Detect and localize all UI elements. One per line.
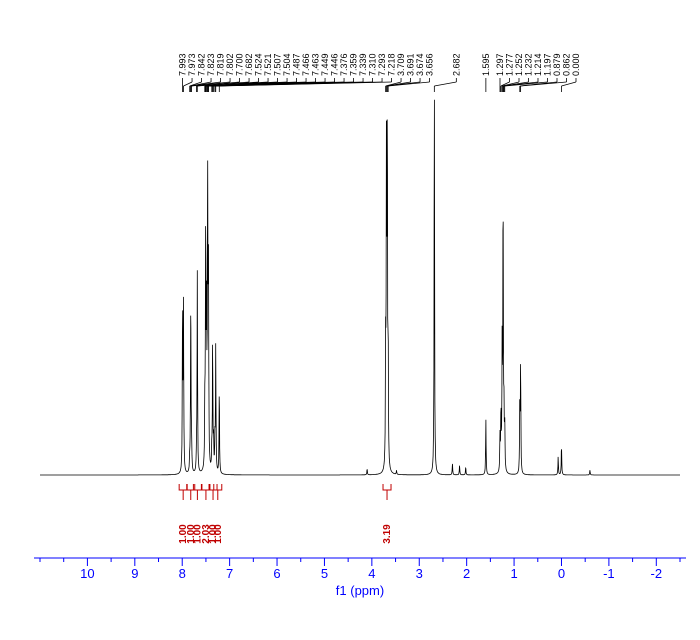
peak-label: 7.487 xyxy=(292,53,302,76)
nmr-spectrum-chart: 7.9937.9737.8427.8237.8197.8027.7007.682… xyxy=(0,0,700,640)
peak-label: 1.297 xyxy=(495,53,505,76)
peak-label: 7.842 xyxy=(197,53,207,76)
peak-label: 7.524 xyxy=(254,53,264,76)
x-tick-label: 7 xyxy=(226,566,233,581)
peak-label: 1.595 xyxy=(481,53,491,76)
peak-label: 7.700 xyxy=(235,53,245,76)
x-tick-label: 8 xyxy=(179,566,186,581)
peak-label: 1.232 xyxy=(523,53,533,76)
x-tick-label: 2 xyxy=(463,566,470,581)
peak-label: 7.466 xyxy=(301,53,311,76)
peak-label: 3.656 xyxy=(425,53,435,76)
x-tick-label: 0 xyxy=(558,566,565,581)
peak-label: 7.446 xyxy=(330,53,340,76)
peak-label: 7.376 xyxy=(339,53,349,76)
x-axis-title: f1 (ppm) xyxy=(336,583,384,598)
x-tick-label: 3 xyxy=(416,566,423,581)
peak-label: 0.000 xyxy=(571,53,581,76)
peak-label: 0.879 xyxy=(552,53,562,76)
peak-label: 3.691 xyxy=(406,53,416,76)
x-tick-label: 1 xyxy=(510,566,517,581)
peak-label: 1.277 xyxy=(504,53,514,76)
peak-label: 2.682 xyxy=(451,53,461,76)
peak-label: 7.449 xyxy=(320,53,330,76)
peak-label: 1.214 xyxy=(533,53,543,76)
integral-label: 3.19 xyxy=(382,524,393,544)
spectrum-trace xyxy=(40,100,680,475)
peak-label: 1.252 xyxy=(514,53,524,76)
x-tick-label: 9 xyxy=(131,566,138,581)
peak-label: 7.682 xyxy=(244,53,254,76)
spectrum-svg: 7.9937.9737.8427.8237.8197.8027.7007.682… xyxy=(0,0,700,640)
x-tick-label: 4 xyxy=(368,566,375,581)
peak-label: 7.504 xyxy=(282,53,292,76)
peak-label: 7.993 xyxy=(178,53,188,76)
peak-label: 7.293 xyxy=(377,53,387,76)
peak-label: 3.674 xyxy=(415,53,425,76)
peak-label: 7.819 xyxy=(216,53,226,76)
peak-label: 7.218 xyxy=(387,53,397,76)
integral-label: 1.00 xyxy=(213,524,224,544)
peak-label: 7.339 xyxy=(358,53,368,76)
peak-label: 0.862 xyxy=(561,53,571,76)
x-tick-label: 6 xyxy=(273,566,280,581)
peak-label: 1.197 xyxy=(542,53,552,76)
x-tick-label: -1 xyxy=(603,566,615,581)
peak-label: 7.802 xyxy=(225,53,235,76)
peak-label: 7.973 xyxy=(187,53,197,76)
x-tick-label: 5 xyxy=(321,566,328,581)
peak-label: 7.359 xyxy=(349,53,359,76)
peak-label: 7.310 xyxy=(368,53,378,76)
peak-label: 3.709 xyxy=(396,53,406,76)
peak-label: 7.823 xyxy=(206,53,216,76)
peak-label: 7.507 xyxy=(273,53,283,76)
x-tick-label: -2 xyxy=(651,566,663,581)
peak-label: 7.463 xyxy=(311,53,321,76)
peak-label: 7.521 xyxy=(263,53,273,76)
x-tick-label: 10 xyxy=(80,566,94,581)
